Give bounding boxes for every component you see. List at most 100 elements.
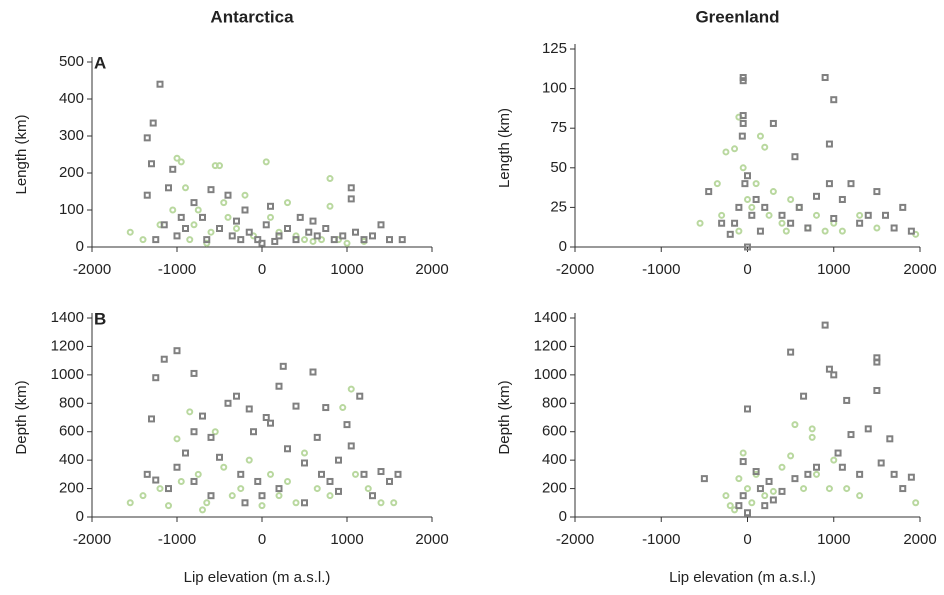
point [339, 232, 347, 240]
point [718, 219, 726, 227]
point [735, 227, 743, 235]
point [245, 456, 253, 464]
point [360, 470, 368, 478]
point [787, 452, 795, 460]
y-tick-label: 800 [542, 394, 567, 411]
point [177, 158, 185, 166]
x-tick-label: 1000 [817, 531, 850, 548]
y-tick-label: 200 [59, 480, 84, 497]
point [190, 369, 198, 377]
point [279, 362, 287, 370]
point [713, 180, 721, 188]
point [907, 473, 915, 481]
y-tick-label: 1000 [51, 366, 84, 383]
point [778, 463, 786, 471]
point [173, 232, 181, 240]
point [292, 402, 300, 410]
point [254, 477, 262, 485]
y-tick-label: 1200 [51, 337, 84, 354]
point [177, 213, 185, 221]
point [173, 435, 181, 443]
point [752, 180, 760, 188]
point [843, 396, 851, 404]
point [377, 221, 385, 229]
point [731, 219, 739, 227]
point [769, 188, 777, 196]
point [700, 475, 708, 483]
point [165, 184, 172, 192]
point [877, 459, 885, 467]
point [738, 132, 746, 140]
x-tick-label: -2000 [556, 531, 594, 548]
point [834, 449, 842, 457]
point [190, 221, 198, 229]
point [813, 470, 820, 478]
point [284, 199, 291, 207]
point [203, 499, 211, 507]
x-axis-label: Lip elevation (m a.s.l.) [184, 569, 331, 586]
y-axis-label: Depth (km) [13, 380, 30, 454]
y-tick-label: 0 [76, 508, 84, 525]
point [352, 228, 359, 236]
point [787, 219, 795, 227]
y-tick-label: 50 [550, 159, 567, 176]
point [791, 475, 799, 483]
point [791, 153, 799, 161]
point [778, 211, 786, 219]
point [165, 502, 172, 510]
point [765, 477, 773, 485]
point [795, 203, 803, 211]
y-tick-label: 100 [542, 80, 567, 97]
point [735, 475, 743, 483]
point [173, 463, 181, 471]
x-tick-label: 0 [258, 261, 266, 278]
point [882, 211, 889, 219]
point [284, 445, 291, 453]
x-tick-label: 0 [743, 261, 751, 278]
point [756, 485, 764, 493]
point [330, 236, 338, 244]
point [804, 470, 812, 478]
y-axis-label: Length (km) [496, 108, 513, 188]
point [369, 232, 376, 240]
point [899, 203, 907, 211]
y-tick-label: 0 [76, 238, 84, 255]
point [186, 408, 194, 416]
point [169, 206, 177, 214]
point [309, 368, 317, 376]
point [735, 203, 743, 211]
point [228, 232, 236, 240]
point [347, 195, 355, 203]
y-tick-label: 500 [59, 53, 84, 70]
point [237, 485, 245, 493]
point [739, 449, 747, 457]
point [830, 456, 838, 464]
point [309, 237, 317, 245]
y-tick-label: 1400 [51, 309, 84, 326]
point [326, 477, 334, 485]
point [364, 485, 372, 493]
point [301, 236, 308, 244]
point [856, 470, 864, 478]
point [825, 365, 833, 373]
y-tick-label: 1000 [534, 366, 567, 383]
point [224, 213, 232, 221]
point [267, 213, 274, 221]
point [339, 404, 347, 412]
point [800, 392, 808, 400]
y-tick-label: 75 [550, 119, 567, 136]
point [258, 239, 266, 247]
point [778, 487, 786, 495]
point [152, 476, 160, 484]
x-tick-label: -2000 [73, 531, 111, 548]
point [224, 399, 232, 407]
point [233, 392, 240, 400]
point [830, 96, 838, 104]
point [194, 206, 202, 214]
point [739, 119, 747, 127]
point [752, 468, 760, 476]
point [386, 477, 393, 485]
point [782, 227, 790, 235]
y-tick-label: 800 [59, 394, 84, 411]
point [873, 358, 881, 366]
